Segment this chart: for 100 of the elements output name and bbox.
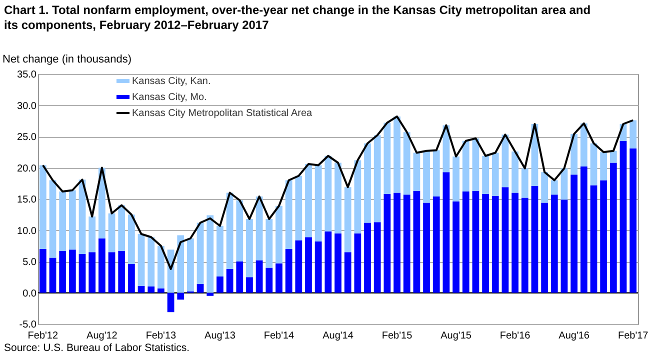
bar — [108, 213, 116, 252]
bar — [600, 180, 608, 293]
bar — [521, 168, 528, 198]
bar — [334, 162, 342, 234]
bar — [364, 222, 371, 293]
bar — [541, 202, 548, 293]
y-tick-label: 10.0 — [17, 226, 37, 237]
bar — [39, 165, 46, 249]
bar — [39, 249, 46, 293]
y-tick-label: 30.0 — [17, 100, 37, 112]
y-tick-label: -5.0 — [19, 320, 37, 330]
bar — [187, 238, 194, 292]
bar — [314, 242, 322, 293]
bar — [512, 152, 518, 193]
legend-label: Kansas City, Kan. — [132, 76, 211, 87]
bar — [128, 264, 135, 293]
bar — [541, 172, 548, 203]
bar — [570, 134, 578, 175]
y-tick-label: 15.0 — [17, 194, 37, 206]
bar — [442, 172, 450, 293]
bar — [492, 152, 499, 196]
bar — [236, 262, 244, 293]
bar — [432, 196, 440, 293]
bar — [384, 194, 391, 293]
bar — [394, 116, 400, 193]
bar — [216, 276, 224, 293]
y-tick-label: 5.0 — [22, 257, 37, 268]
bar — [206, 292, 214, 296]
bar — [324, 232, 332, 293]
bar — [482, 156, 489, 194]
bar — [206, 215, 214, 293]
bar — [88, 216, 96, 252]
x-tick-label: Feb'14 — [264, 330, 295, 342]
bar — [305, 164, 312, 238]
bar — [423, 202, 430, 293]
y-tick-label: 20.0 — [17, 163, 37, 174]
bar — [266, 268, 273, 293]
bar — [403, 194, 410, 293]
source-note: Source: U.S. Bureau of Labor Statistics. — [4, 342, 191, 354]
bar — [403, 132, 410, 195]
bar — [374, 135, 381, 222]
bar — [158, 288, 164, 293]
bar — [59, 250, 66, 293]
bar — [560, 200, 568, 293]
bar — [138, 286, 145, 293]
bar — [600, 152, 608, 180]
bar — [285, 249, 292, 293]
bar — [344, 252, 352, 293]
bar — [630, 120, 637, 148]
bar — [98, 238, 106, 293]
bar — [452, 202, 460, 293]
bar — [512, 192, 518, 293]
x-tick-label: Feb'13 — [146, 330, 177, 342]
bar — [88, 252, 96, 293]
x-tick-label: Aug'13 — [204, 330, 236, 342]
bar — [148, 237, 155, 286]
bar — [49, 258, 56, 293]
bar — [138, 234, 145, 286]
bar — [570, 174, 578, 293]
x-tick-label: Feb'15 — [382, 330, 413, 342]
x-tick-label: Aug'16 — [558, 330, 590, 342]
bar — [354, 233, 362, 293]
x-tick-label: Feb'16 — [500, 330, 531, 342]
bar — [384, 122, 391, 194]
bar — [630, 148, 637, 293]
bar — [620, 140, 627, 293]
bar — [59, 192, 66, 251]
bar — [295, 240, 302, 293]
bar — [423, 150, 430, 203]
bar — [502, 187, 509, 293]
bar — [550, 180, 558, 195]
bar — [521, 198, 528, 293]
bar — [158, 246, 164, 288]
bar — [285, 180, 292, 249]
bar — [295, 176, 302, 240]
bar — [354, 160, 362, 234]
bar — [78, 254, 86, 293]
y-axis-title: Net change (in thousands) — [2, 54, 132, 66]
bar — [462, 140, 470, 192]
y-tick-label: 25.0 — [17, 132, 37, 143]
bar — [246, 219, 253, 278]
bar — [610, 150, 617, 163]
bar — [68, 250, 76, 293]
bar — [472, 138, 480, 191]
bar — [452, 156, 460, 202]
bar — [324, 156, 332, 232]
x-tick-label: Feb'12 — [28, 330, 58, 342]
bar — [580, 166, 588, 293]
bar — [531, 186, 538, 293]
bar — [256, 260, 263, 293]
bar — [334, 233, 342, 293]
bar — [196, 284, 204, 293]
bar — [462, 192, 470, 293]
bar — [68, 190, 76, 250]
bar — [394, 192, 400, 293]
bar — [314, 165, 322, 242]
bar — [177, 292, 184, 300]
bar — [118, 250, 126, 293]
bar — [108, 252, 116, 293]
x-tick-label: Aug'12 — [86, 330, 118, 342]
